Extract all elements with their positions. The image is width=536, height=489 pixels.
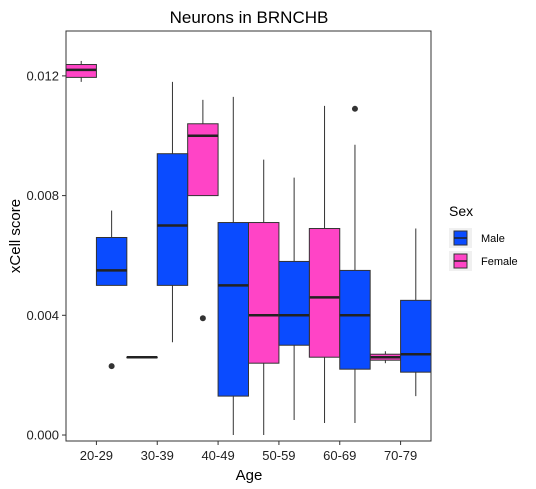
x-tick-label: 70-79: [384, 448, 417, 463]
box-body: [400, 299, 432, 373]
x-axis-title: Age: [236, 467, 263, 484]
legend-title: Sex: [449, 203, 473, 219]
box-body: [248, 222, 280, 364]
legend-label: Female: [481, 256, 518, 268]
box-female-60-69: [308, 105, 341, 424]
box-body: [217, 222, 249, 397]
legend-label: Male: [481, 233, 505, 245]
y-axis: 0.000 0.004 0.008 0.012: [26, 68, 66, 443]
box-male-30-39: [156, 81, 189, 343]
box-female-70-79: [369, 351, 402, 364]
legend-item-female: Female: [449, 251, 518, 271]
box-male-60-69: [339, 105, 371, 424]
box-body: [308, 228, 341, 358]
box-male-50-59: [278, 177, 310, 421]
box-female-20-29: [65, 60, 97, 82]
box-body: [278, 260, 310, 346]
y-tick-label: 0.008: [26, 188, 59, 203]
y-tick-label: 0.000: [26, 428, 59, 443]
plot-panel: [65, 30, 432, 442]
box-body: [95, 236, 128, 286]
box-male-20-29: [95, 210, 128, 370]
x-tick-label: 30-39: [141, 448, 174, 463]
box-female-30-39: [126, 355, 158, 359]
box-body: [339, 269, 371, 370]
y-tick-label: 0.012: [26, 68, 59, 83]
legend-item-male: Male: [449, 228, 505, 248]
x-axis: 20-29 30-39 40-49 50-59 60-69 70-79: [80, 441, 417, 463]
outlier-point: [108, 363, 115, 370]
box-body: [156, 153, 189, 286]
y-axis-title: xCell score: [7, 199, 24, 273]
y-tick-label: 0.004: [26, 308, 59, 323]
box-male-70-79: [400, 228, 432, 397]
box-female-40-49: [187, 99, 219, 322]
legend: Sex Male Female: [449, 203, 518, 271]
x-tick-label: 50-59: [262, 448, 295, 463]
outlier-point: [199, 315, 206, 322]
boxplot-series: [65, 60, 432, 436]
x-tick-label: 40-49: [201, 448, 234, 463]
outlier-point: [351, 105, 358, 112]
x-tick-label: 20-29: [80, 448, 113, 463]
box-female-50-59: [248, 159, 280, 436]
x-tick-label: 60-69: [323, 448, 356, 463]
box-male-40-49: [217, 96, 249, 436]
chart-title: Neurons in BRNCHB: [170, 8, 329, 27]
